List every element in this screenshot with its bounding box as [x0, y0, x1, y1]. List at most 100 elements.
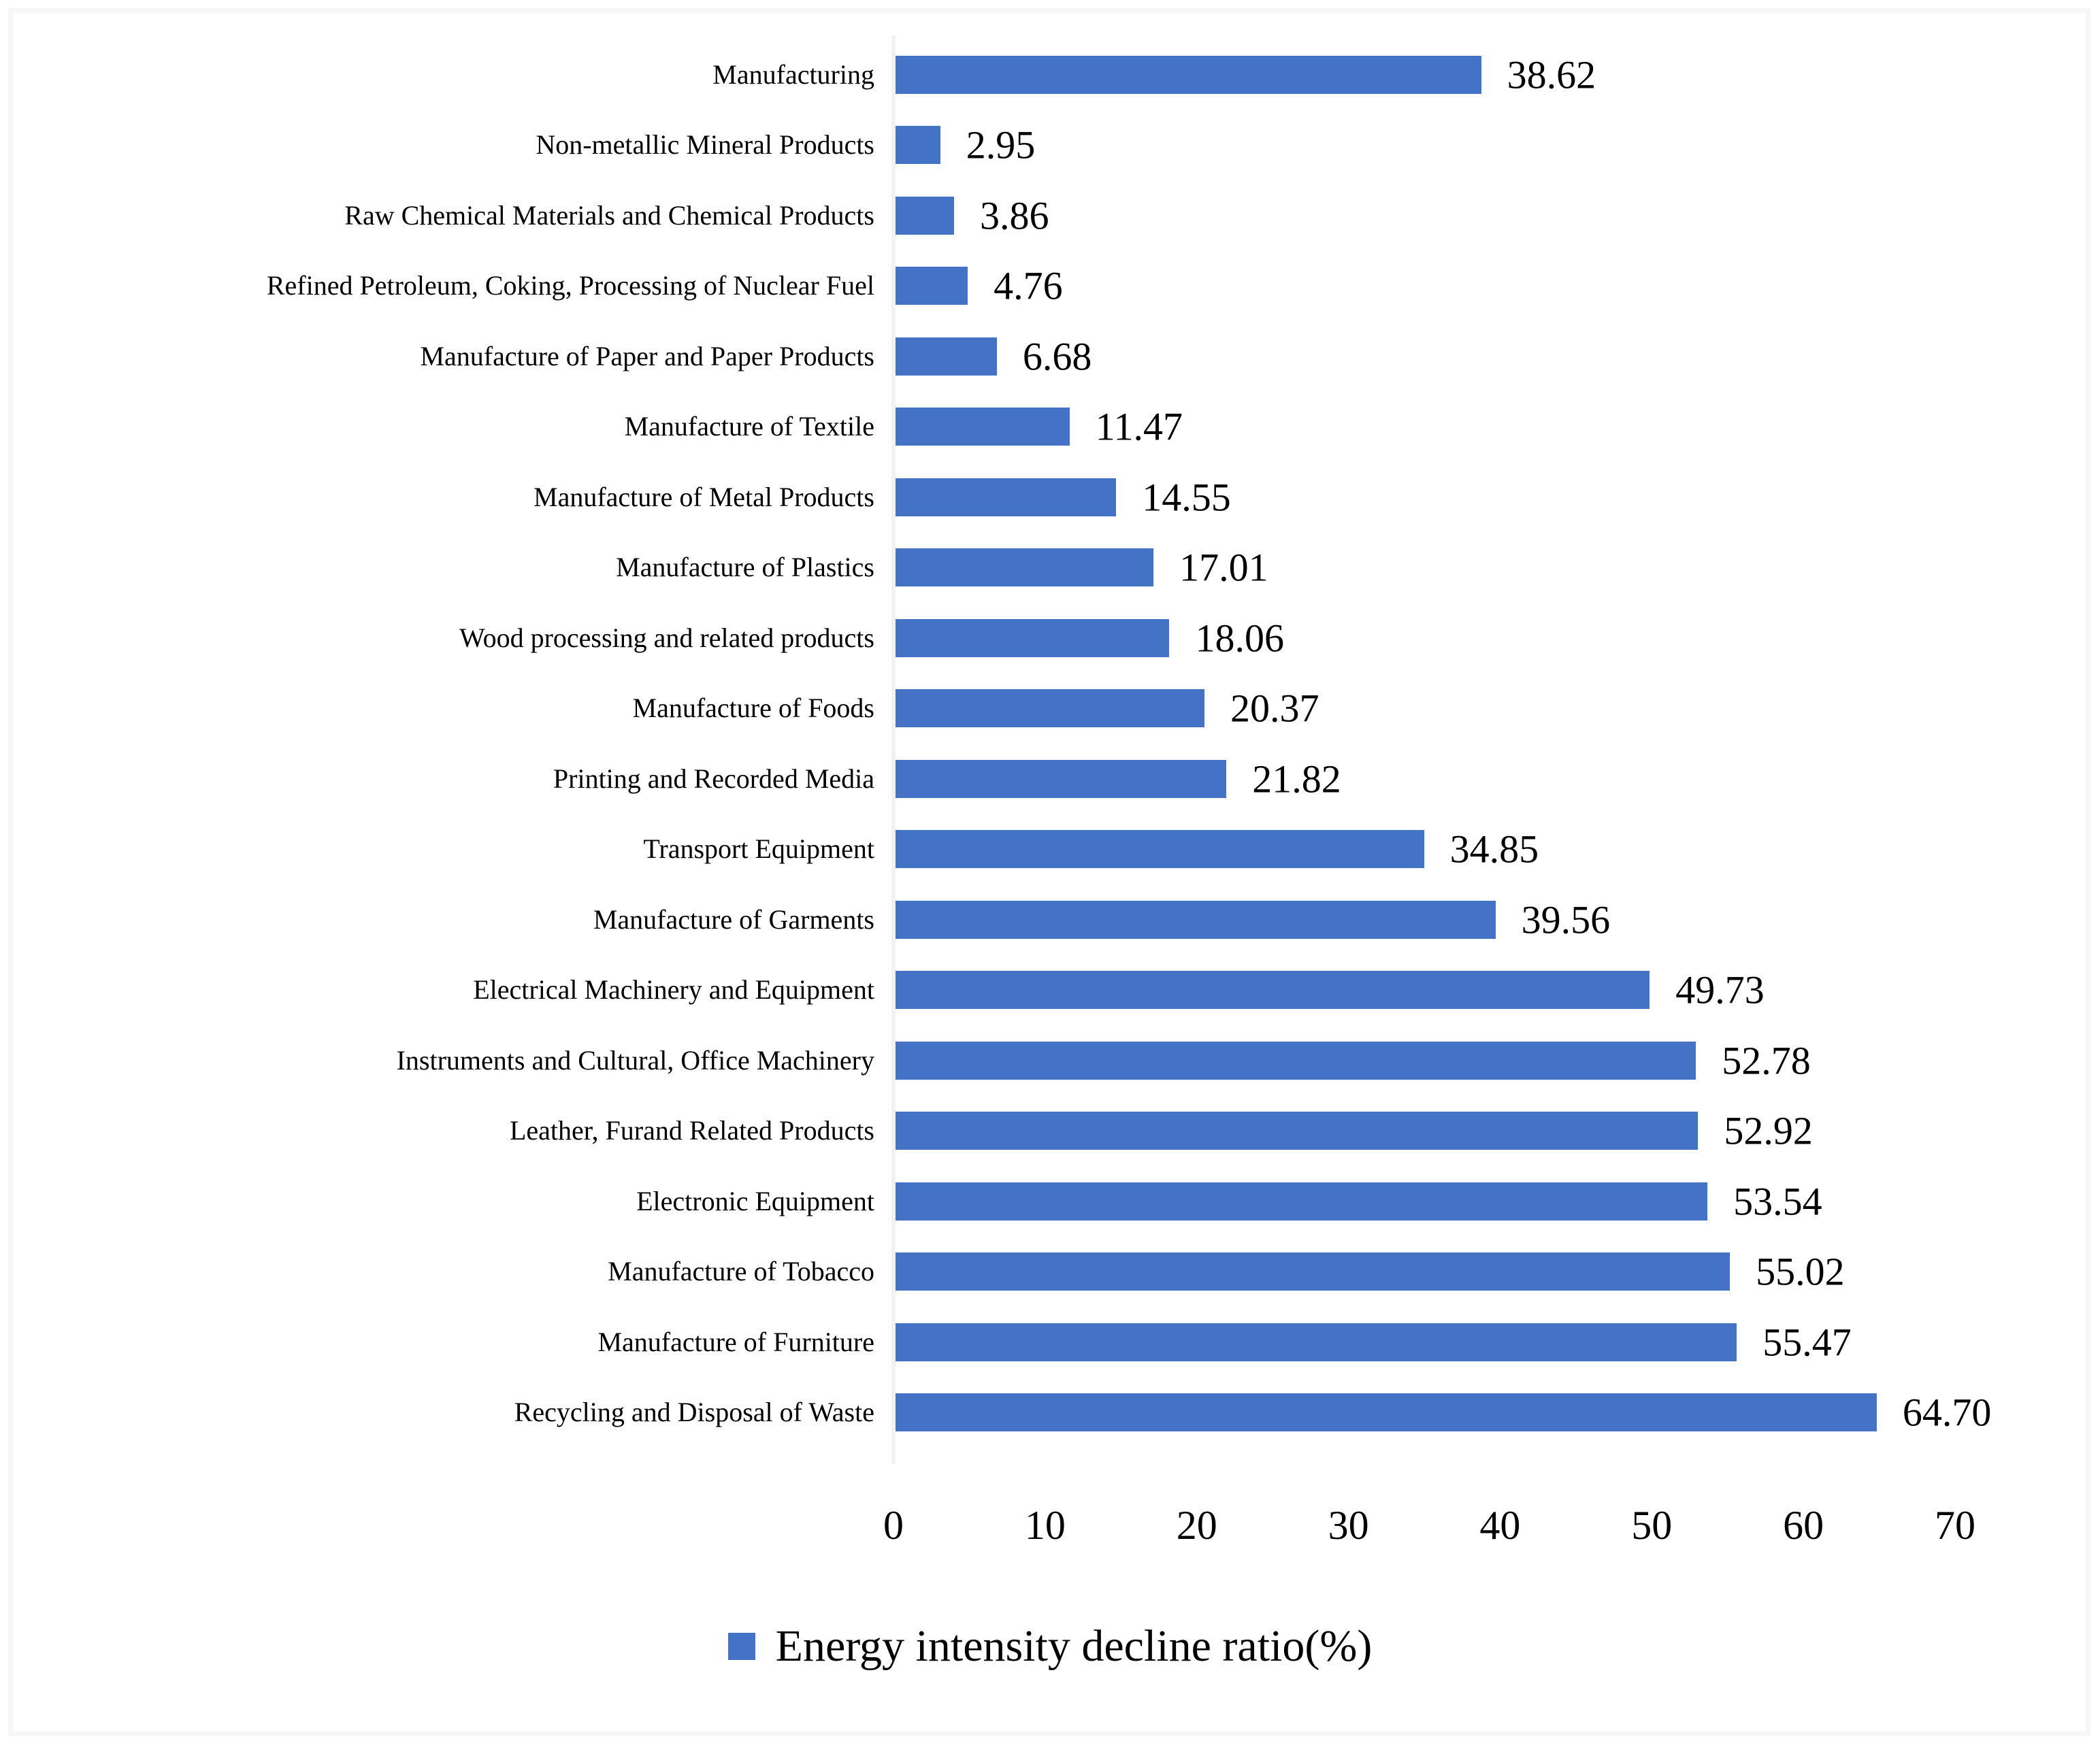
- bar-track: 52.78: [896, 1038, 1957, 1082]
- x-tick-label: 40: [1479, 1503, 1521, 1548]
- bar: [896, 618, 1170, 657]
- bar-track: 3.86: [896, 193, 1957, 237]
- category-label: Transport Equipment: [643, 833, 874, 865]
- value-label: 18.06: [1195, 616, 1284, 661]
- category-label: Raw Chemical Materials and Chemical Prod…: [344, 199, 874, 231]
- chart-row: Manufacture of Paper and Paper Products 6…: [20, 321, 2076, 392]
- category-label: Electrical Machinery and Equipment: [473, 974, 874, 1006]
- x-tick-label: 50: [1631, 1503, 1673, 1548]
- bar: [896, 267, 968, 305]
- bar-track: 4.76: [896, 264, 1957, 308]
- chart-row: Leather, Furand Related Products 52.92: [20, 1096, 2076, 1167]
- category-label: Instruments and Cultural, Office Machine…: [396, 1044, 874, 1076]
- category-label: Manufacturing: [712, 59, 874, 90]
- chart-row: Electronic Equipment 53.54: [20, 1166, 2076, 1237]
- category-label: Recycling and Disposal of Waste: [514, 1397, 874, 1428]
- value-label: 2.95: [966, 122, 1036, 167]
- bar-track: 14.55: [896, 475, 1957, 519]
- bar: [896, 830, 1424, 869]
- x-tick-label: 70: [1935, 1503, 1975, 1548]
- value-label: 49.73: [1675, 967, 1765, 1012]
- bar-track: 34.85: [896, 827, 1957, 872]
- chart-canvas-frame: [8, 8, 2090, 1736]
- category-label: Manufacture of Garments: [593, 903, 874, 935]
- bar-track: 38.62: [896, 52, 1957, 97]
- bar: [896, 337, 997, 376]
- value-label: 11.47: [1095, 404, 1183, 449]
- bar-track: 6.68: [896, 334, 1957, 378]
- chart-row: Electrical Machinery and Equipment 49.73: [20, 955, 2076, 1026]
- chart-row: Manufacture of Textile 11.47: [20, 392, 2076, 463]
- value-label: 4.76: [994, 263, 1063, 308]
- bar-track: 55.02: [896, 1250, 1957, 1294]
- bar: [896, 196, 955, 235]
- legend: Energy intensity decline ratio(%): [0, 1621, 2100, 1672]
- legend-swatch: [727, 1633, 755, 1660]
- chart-row: Non-metallic Mineral Products 2.95: [20, 110, 2076, 181]
- bar: [896, 55, 1481, 94]
- chart-row: Instruments and Cultural, Office Machine…: [20, 1025, 2076, 1096]
- bar-track: 52.92: [896, 1109, 1957, 1153]
- category-label: Refined Petroleum, Coking, Processing of…: [266, 270, 874, 301]
- bar: [896, 126, 940, 165]
- bar: [896, 900, 1496, 939]
- value-label: 17.01: [1179, 545, 1268, 590]
- chart-row: Recycling and Disposal of Waste 64.70: [20, 1378, 2076, 1448]
- bar: [896, 1393, 1877, 1432]
- category-label: Leather, Furand Related Products: [509, 1115, 874, 1146]
- chart-row: Refined Petroleum, Coking, Processing of…: [20, 251, 2076, 322]
- chart-row: Manufacture of Foods 20.37: [20, 674, 2076, 744]
- bar: [896, 1182, 1708, 1221]
- category-label: Non-metallic Mineral Products: [536, 129, 874, 161]
- bar: [896, 548, 1154, 587]
- category-label: Manufacture of Plastics: [616, 552, 874, 583]
- bar: [896, 1041, 1696, 1080]
- chart-row: Wood processing and related products 18.0…: [20, 603, 2076, 674]
- value-label: 38.62: [1507, 52, 1596, 97]
- bar-track: 53.54: [896, 1179, 1957, 1223]
- value-label: 20.37: [1230, 686, 1319, 731]
- bar-track: 21.82: [896, 757, 1957, 801]
- category-label: Wood processing and related products: [459, 622, 874, 653]
- value-label: 55.47: [1762, 1320, 1852, 1365]
- category-label: Electronic Equipment: [636, 1185, 874, 1216]
- value-label: 14.55: [1142, 475, 1231, 520]
- chart-row: Raw Chemical Materials and Chemical Prod…: [20, 180, 2076, 251]
- category-label: Manufacture of Tobacco: [608, 1256, 874, 1287]
- chart-row: Manufacture of Plastics 17.01: [20, 533, 2076, 603]
- x-axis-tick-labels: 0 10 20 30 40 50 60 70: [883, 1502, 1975, 1563]
- bar-track: 49.73: [896, 968, 1957, 1012]
- x-tick-label: 0: [883, 1503, 904, 1548]
- category-label: Manufacture of Paper and Paper Products: [420, 340, 874, 371]
- bar-track: 20.37: [896, 686, 1957, 731]
- bar: [896, 408, 1070, 446]
- chart-row: Transport Equipment 34.85: [20, 814, 2076, 885]
- x-tick-label: 20: [1176, 1503, 1217, 1548]
- category-label: Manufacture of Foods: [632, 693, 874, 724]
- x-tick-label: 60: [1783, 1503, 1824, 1548]
- plot-area: Manufacturing 38.62 Non-metallic Mineral P…: [20, 39, 2076, 1448]
- category-label: Manufacture of Textile: [624, 411, 874, 442]
- x-tick-label: 30: [1328, 1503, 1369, 1548]
- bar-track: 39.56: [896, 897, 1957, 942]
- bar-track: 11.47: [896, 405, 1957, 449]
- value-label: 52.78: [1722, 1038, 1811, 1083]
- y-axis-line: [891, 35, 896, 1464]
- bar: [896, 971, 1650, 1010]
- chart-row: Printing and Recorded Media 21.82: [20, 744, 2076, 814]
- chart-row: Manufacture of Garments 39.56: [20, 884, 2076, 955]
- bar: [896, 478, 1117, 516]
- value-label: 6.68: [1022, 334, 1092, 379]
- value-label: 53.54: [1733, 1179, 1822, 1224]
- chart-row: Manufacture of Furniture 55.47: [20, 1307, 2076, 1378]
- legend-label: Energy intensity decline ratio(%): [775, 1621, 1373, 1671]
- bar: [896, 689, 1204, 728]
- bar-track: 2.95: [896, 123, 1957, 167]
- value-label: 52.92: [1724, 1108, 1813, 1153]
- bar-track: 55.47: [896, 1320, 1957, 1364]
- chart-row: Manufacture of Metal Products 14.55: [20, 462, 2076, 533]
- value-label: 34.85: [1449, 827, 1539, 872]
- bar-track: 18.06: [896, 616, 1957, 660]
- bar: [896, 1252, 1730, 1291]
- value-label: 39.56: [1521, 897, 1611, 942]
